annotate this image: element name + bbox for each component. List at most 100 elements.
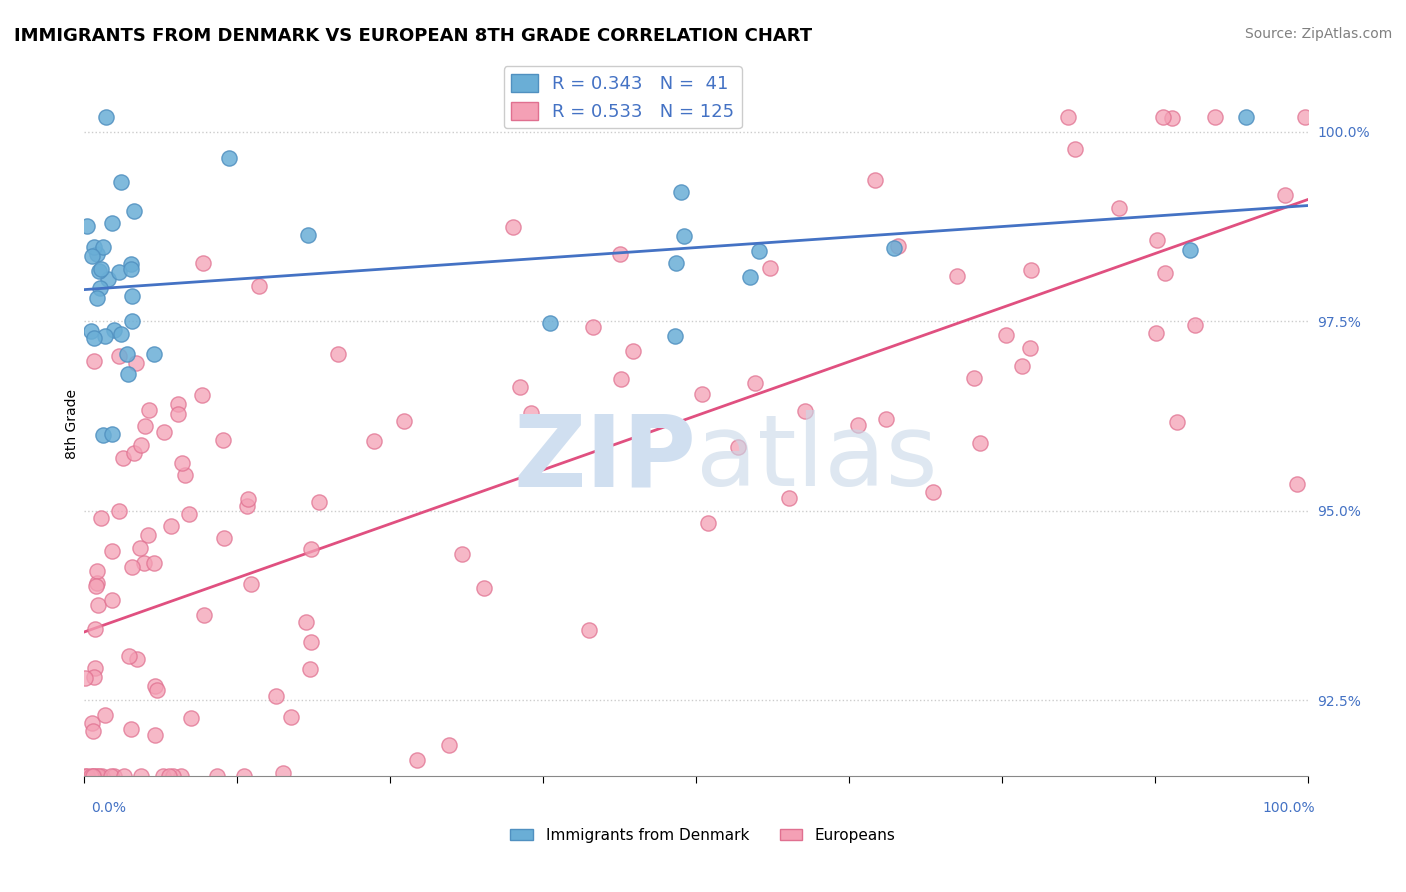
Point: [86, 247, 108, 261]
Point: [94, 110, 117, 124]
Point: [91, 240, 114, 254]
Point: [142, 347, 165, 361]
Point: [744, 376, 766, 391]
Point: [451, 547, 474, 561]
Point: [1011, 359, 1033, 374]
Text: IMMIGRANTS FROM DENMARK VS EUROPEAN 8TH GRADE CORRELATION CHART: IMMIGRANTS FROM DENMARK VS EUROPEAN 8TH …: [14, 27, 813, 45]
Point: [232, 769, 254, 783]
Point: [1057, 110, 1080, 124]
Point: [238, 491, 260, 506]
Point: [392, 414, 415, 428]
Point: [690, 386, 713, 401]
Point: [167, 397, 190, 411]
Point: [778, 491, 800, 505]
Point: [875, 412, 897, 426]
Point: [136, 527, 159, 541]
Point: [82, 724, 104, 739]
Point: [103, 322, 125, 336]
Text: ZIP: ZIP: [513, 410, 696, 508]
Point: [621, 343, 644, 358]
Point: [247, 279, 270, 293]
Point: [946, 269, 969, 284]
Point: [212, 532, 235, 546]
Point: [280, 710, 302, 724]
Point: [1144, 326, 1167, 340]
Point: [297, 228, 319, 243]
Point: [86, 576, 108, 591]
Point: [578, 623, 600, 637]
Point: [540, 316, 562, 330]
Point: [143, 556, 166, 570]
Point: [240, 577, 263, 591]
Point: [121, 314, 143, 328]
Point: [235, 500, 257, 514]
Text: atlas: atlas: [696, 410, 938, 508]
Text: 100.0%: 100.0%: [1263, 801, 1315, 814]
Point: [170, 769, 193, 783]
Point: [673, 229, 696, 244]
Point: [89, 281, 111, 295]
Point: [138, 403, 160, 417]
Point: [120, 261, 142, 276]
Point: [266, 689, 288, 703]
Point: [90, 261, 112, 276]
Text: 0.0%: 0.0%: [91, 801, 127, 814]
Point: [118, 648, 141, 663]
Point: [94, 707, 117, 722]
Point: [145, 683, 167, 698]
Point: [157, 769, 180, 783]
Point: [112, 450, 135, 465]
Point: [696, 516, 718, 530]
Point: [609, 247, 631, 261]
Point: [794, 403, 817, 417]
Point: [1294, 110, 1316, 124]
Y-axis label: 8th Grade: 8th Grade: [65, 389, 79, 458]
Point: [218, 151, 240, 165]
Point: [180, 711, 202, 725]
Point: [83, 669, 105, 683]
Point: [759, 260, 782, 275]
Point: [143, 727, 166, 741]
Point: [1161, 112, 1184, 126]
Point: [129, 438, 152, 452]
Point: [665, 256, 688, 270]
Point: [969, 436, 991, 450]
Point: [129, 769, 152, 783]
Point: [748, 244, 770, 258]
Point: [83, 622, 105, 636]
Point: [472, 581, 495, 595]
Point: [87, 263, 110, 277]
Point: [294, 615, 316, 629]
Point: [308, 495, 330, 509]
Point: [1204, 110, 1226, 124]
Point: [520, 406, 543, 420]
Point: [1285, 476, 1308, 491]
Point: [76, 769, 98, 783]
Point: [610, 372, 633, 386]
Point: [922, 485, 945, 500]
Point: [108, 265, 131, 279]
Point: [103, 769, 125, 783]
Point: [271, 765, 294, 780]
Point: [79, 769, 101, 783]
Point: [1180, 243, 1202, 257]
Point: [193, 256, 215, 270]
Point: [87, 598, 110, 612]
Point: [437, 738, 460, 752]
Point: [125, 356, 148, 370]
Point: [122, 203, 145, 218]
Point: [93, 329, 115, 343]
Point: [100, 769, 122, 783]
Point: [298, 662, 321, 676]
Point: [1152, 110, 1174, 124]
Point: [740, 269, 762, 284]
Point: [120, 257, 142, 271]
Point: [100, 544, 122, 558]
Point: [73, 769, 96, 783]
Point: [1184, 318, 1206, 332]
Point: [101, 426, 124, 441]
Point: [83, 353, 105, 368]
Point: [86, 564, 108, 578]
Point: [122, 446, 145, 460]
Point: [299, 635, 322, 649]
